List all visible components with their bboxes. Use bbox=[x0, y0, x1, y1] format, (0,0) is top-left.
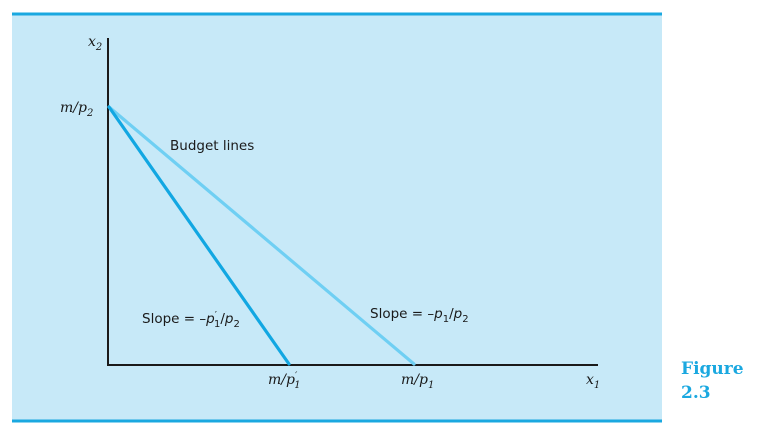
x-intercept-orig-label: m/p1 bbox=[401, 372, 434, 391]
figure-panel bbox=[12, 14, 662, 422]
budget-lines-label: Budget lines bbox=[170, 138, 254, 154]
figure-caption-number: 2.3 bbox=[681, 383, 711, 403]
slope-orig-label: Slope = –p1/p2 bbox=[370, 306, 469, 325]
x-intercept-new-label: m/p′ 1 bbox=[268, 371, 301, 391]
budget-line-new bbox=[107, 105, 291, 366]
budget-line-original bbox=[107, 105, 416, 366]
y-axis-label: x2 bbox=[88, 34, 102, 53]
x-axis-label: x1 bbox=[586, 372, 600, 391]
slope-new-label: Slope = –p′ 1/p2 bbox=[142, 310, 240, 330]
figure-caption-word: Figure bbox=[681, 359, 744, 379]
y-intercept-label: m/p2 bbox=[60, 100, 93, 119]
